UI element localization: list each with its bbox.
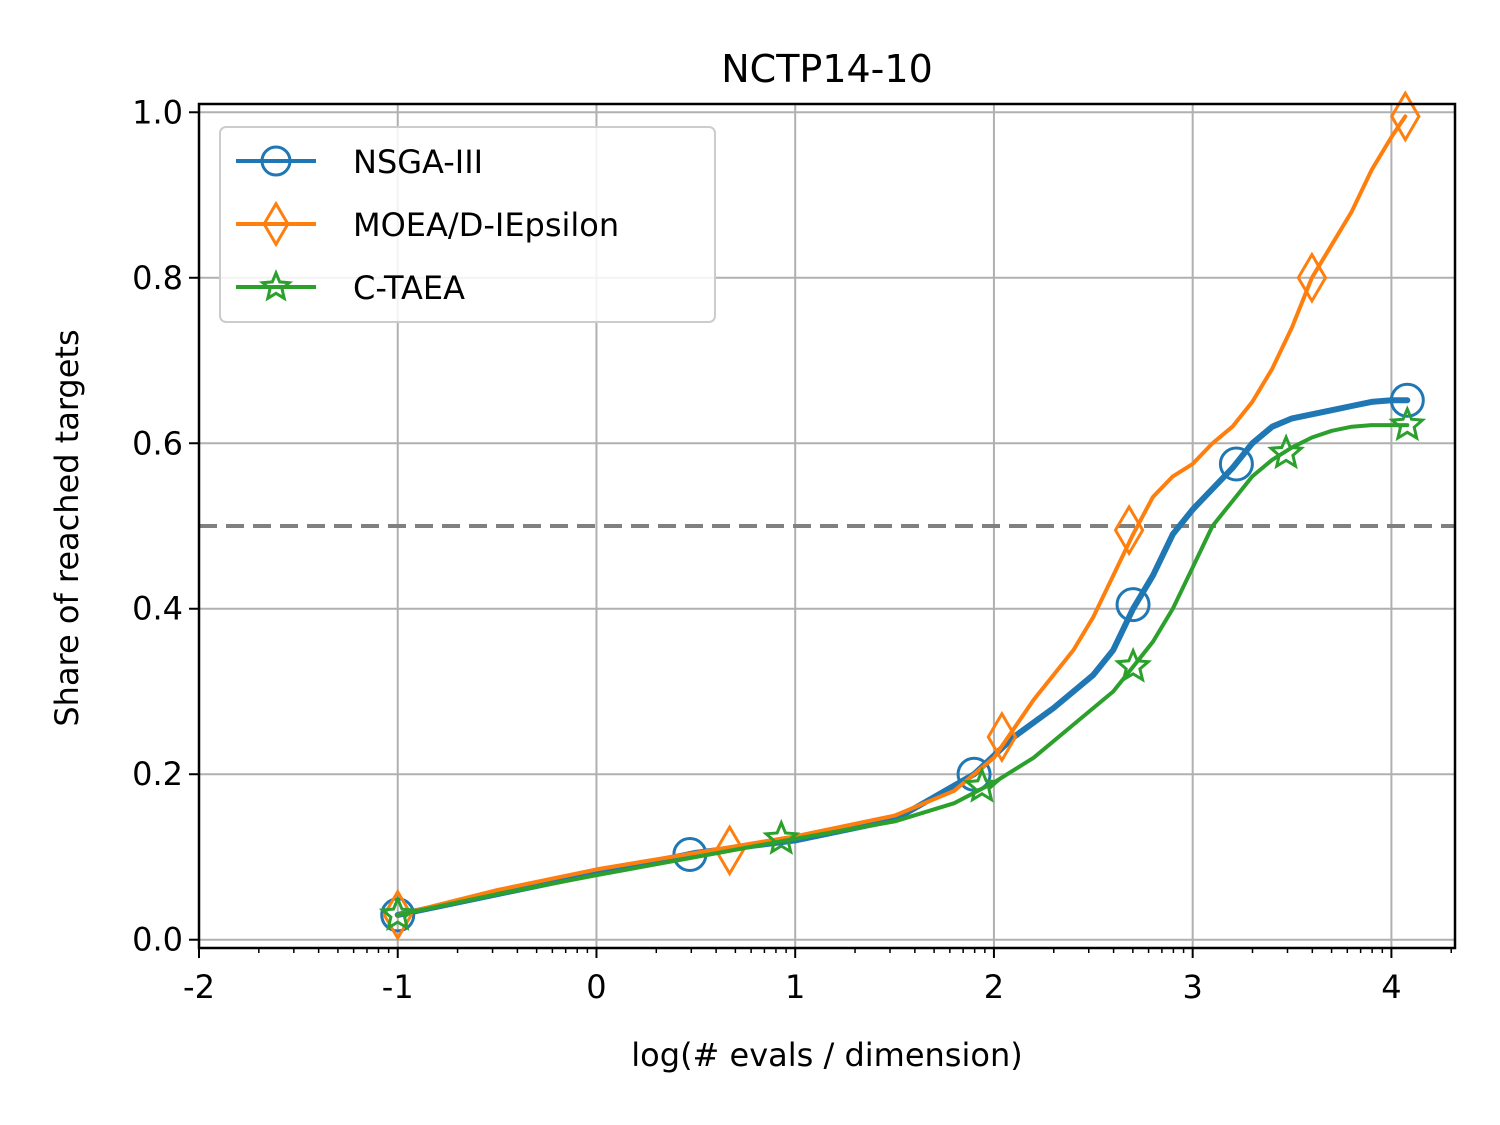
data-point-marker (1389, 90, 1421, 143)
legend-label: NSGA-III (353, 143, 483, 181)
x-tick-label: -2 (183, 968, 215, 1006)
data-point-marker (762, 818, 801, 855)
legend-box (219, 126, 716, 323)
y-tick-label: 0.2 (132, 755, 183, 793)
series-line (395, 423, 1410, 917)
x-axis-label: log(# evals / dimension) (631, 1036, 1022, 1074)
y-tick-label: 0.0 (132, 921, 183, 959)
data-point-marker (1218, 446, 1254, 482)
x-tick-label: 0 (586, 968, 606, 1006)
series-line (394, 397, 1411, 918)
data-point-marker (382, 888, 414, 942)
x-tick-label: 4 (1381, 968, 1401, 1006)
x-tick-label: 3 (1182, 968, 1202, 1006)
data-point-marker (714, 824, 745, 877)
y-tick-label: 0.8 (132, 259, 183, 297)
series-c-taea (378, 405, 1427, 931)
legend-marker (258, 269, 294, 302)
data-point-marker (1388, 405, 1427, 442)
data-point-marker (1389, 382, 1425, 418)
y-tick-label: 1.0 (132, 93, 183, 131)
axis-ticks: -2 -1 0 1 2 3 4 0.0 0.2 0.4 0.6 0.8 1.0 (132, 93, 1452, 1006)
y-tick-label: 0.6 (132, 424, 183, 462)
y-tick-label: 0.4 (132, 590, 183, 628)
legend: NSGA-III MOEA/D-IEpsilon C-TAEA (219, 126, 716, 323)
legend-label: MOEA/D-IEpsilon (353, 206, 619, 244)
chart-title: NCTP14-10 (721, 47, 933, 91)
data-point-marker (1113, 503, 1145, 557)
series-moea-d-iepsilon (382, 90, 1421, 942)
legend-marker (260, 145, 292, 177)
data-point-marker (1267, 433, 1306, 470)
data-point-marker (963, 766, 1001, 803)
plot-frame (197, 102, 1457, 950)
series-line (395, 114, 1408, 917)
data-point-marker (986, 710, 1018, 764)
legend-marker (262, 200, 290, 248)
series-layer (378, 90, 1427, 942)
data-point-marker (1296, 251, 1328, 304)
data-point-marker (1114, 646, 1153, 683)
data-point-marker (1115, 587, 1151, 623)
x-tick-label: 1 (785, 968, 805, 1006)
x-tick-label: -1 (382, 968, 414, 1006)
data-point-marker (378, 895, 417, 931)
x-tick-label: 2 (984, 968, 1004, 1006)
legend-label: C-TAEA (353, 269, 465, 307)
y-axis-label: Share of reached targets (48, 329, 86, 726)
